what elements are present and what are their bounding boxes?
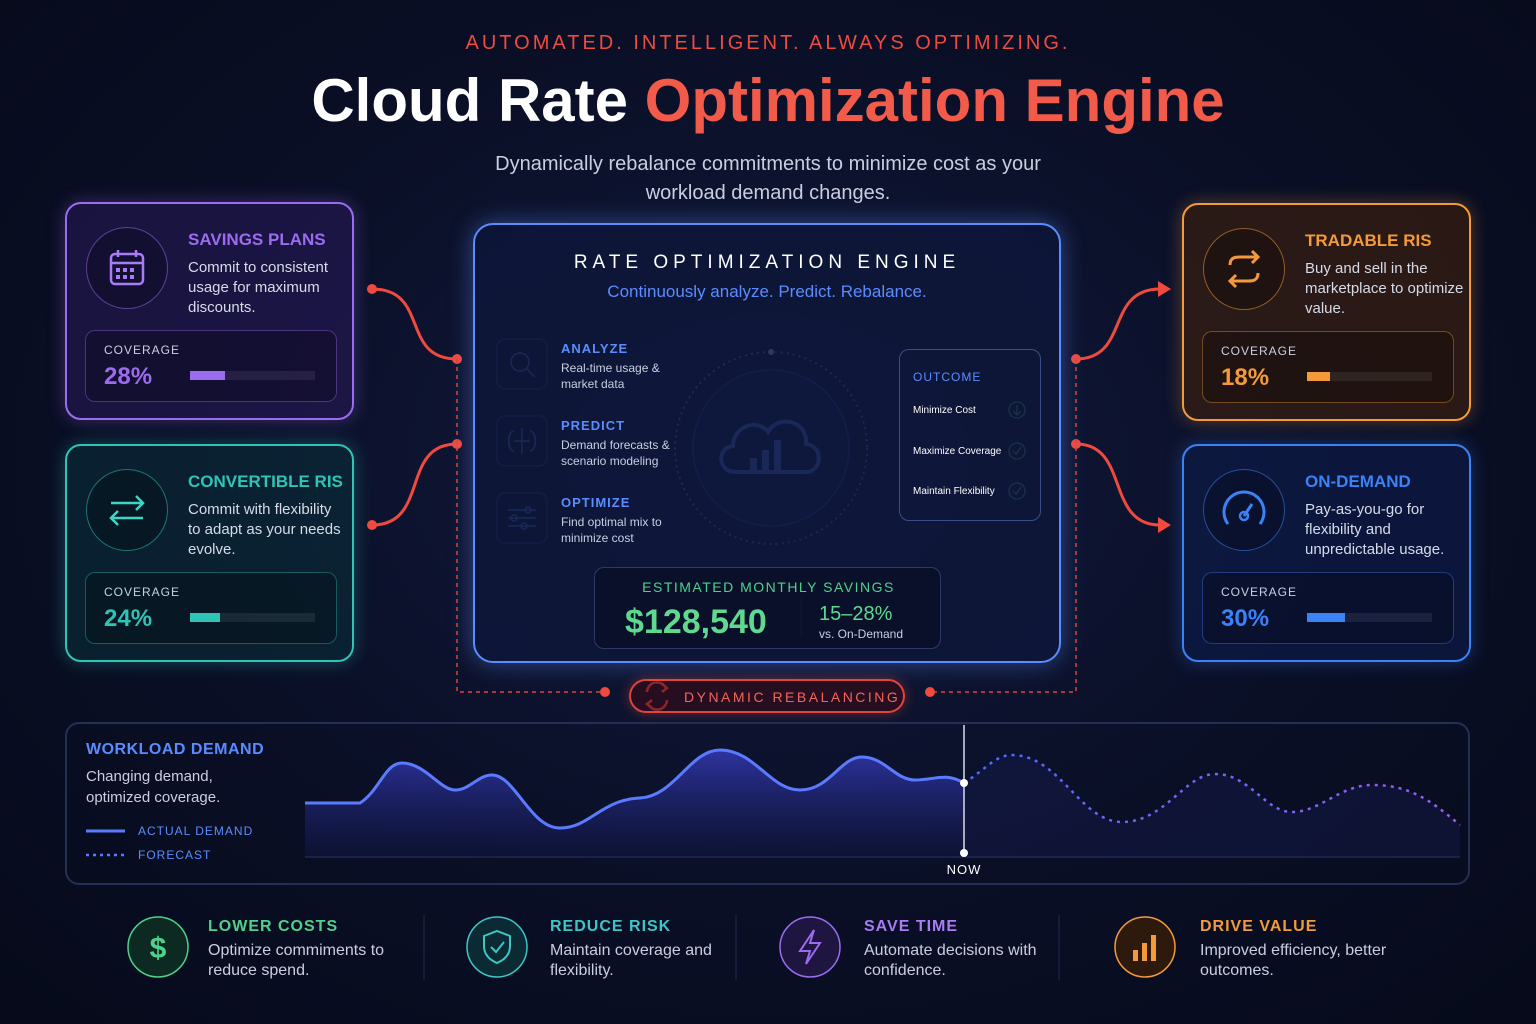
savings-panel: ESTIMATED MONTHLY SAVINGS $128,540 15–28… — [594, 567, 941, 649]
coverage-card: SAVINGS PLANS Commit to consistent usage … — [65, 202, 354, 420]
engine-panel — [473, 223, 1061, 663]
coverage-value: 30% — [1221, 605, 1270, 632]
coverage-track — [190, 613, 315, 622]
rebalancing-loop — [456, 359, 1077, 693]
benefit-text: Maintain coverage and flexibility. — [550, 942, 712, 979]
connector — [1075, 287, 1161, 361]
icon-graphic — [1222, 490, 1266, 525]
forecast-area — [964, 755, 1460, 857]
connector-ends — [367, 281, 1171, 697]
coverage-box: COVERAGE 18% — [1202, 331, 1454, 403]
coverage-box: COVERAGE 28% — [85, 330, 337, 402]
outcome-panel: OUTCOME Minimize Cost Maximize Coverage … — [899, 349, 1041, 521]
icon-graphic — [1227, 249, 1261, 289]
benefit-text: Optimize commiments to reduce spend. — [208, 942, 385, 979]
connector — [371, 442, 458, 527]
rebalancing-pill: DYNAMIC REBALANCING — [629, 679, 905, 713]
coverage-track — [190, 371, 315, 380]
savings-range-note: vs. On-Demand — [819, 627, 904, 641]
workload-text: Changing demand, optimized coverage. — [86, 768, 221, 806]
title-plain: Cloud Rate — [311, 67, 628, 134]
coverage-title: COVERAGE — [1221, 344, 1298, 358]
connector — [1075, 442, 1161, 527]
benefit-title: REDUCE RISK — [550, 918, 672, 935]
page-title: Cloud Rate Optimization Engine — [0, 66, 1536, 135]
benefit-icons: $ — [127, 915, 1176, 980]
card-title: ON-DEMAND — [1305, 472, 1411, 491]
outcome-item: Maximize Coverage — [913, 446, 1002, 457]
coverage-title: COVERAGE — [104, 585, 181, 599]
now-marker — [960, 849, 968, 857]
step-label: PREDICT — [561, 418, 626, 433]
actual-demand-line — [305, 748, 965, 830]
icon-graphic — [109, 250, 145, 286]
step-label: OPTIMIZE — [561, 495, 631, 510]
workload-panel — [65, 722, 1470, 885]
coverage-bar — [1307, 372, 1330, 381]
coverage-card: TRADABLE RIS Buy and sell in the marketpl… — [1182, 203, 1471, 421]
benefit-text: Automate decisions with confidence. — [864, 942, 1037, 979]
benefit-title: LOWER COSTS — [208, 918, 339, 935]
engine-subtitle: Continuously analyze. Predict. Rebalance… — [607, 282, 927, 301]
step-text: Real-time usage & market data — [561, 361, 660, 391]
card-text: Pay-as-you-go for flexibility and unpred… — [1305, 501, 1445, 558]
card-text: Commit to consistent usage for maximum d… — [188, 259, 329, 316]
outcome-item: Maintain Flexibility — [913, 486, 995, 497]
coverage-box: COVERAGE 30% — [1202, 572, 1454, 644]
coverage-title: COVERAGE — [104, 343, 181, 357]
step-label: ANALYZE — [561, 341, 629, 356]
card-title: TRADABLE RIS — [1305, 231, 1432, 250]
step-text: Demand forecasts & scenario modeling — [561, 438, 670, 468]
connector — [371, 287, 458, 361]
connectors — [371, 287, 1161, 527]
legend-label: FORECAST — [138, 848, 212, 862]
coverage-title: COVERAGE — [1221, 585, 1298, 599]
benefit-title: SAVE TIME — [864, 918, 959, 935]
coverage-bar — [1307, 613, 1345, 622]
rebalancing-label: DYNAMIC REBALANCING — [684, 689, 901, 705]
workload-chart — [86, 725, 1461, 858]
coverage-value: 28% — [104, 363, 153, 390]
coverage-bar — [190, 613, 220, 622]
card-icon — [86, 469, 168, 551]
now-point — [960, 779, 968, 787]
icon-graphic — [109, 495, 145, 526]
engine-title: RATE OPTIMIZATION ENGINE — [573, 252, 961, 273]
savings-range: 15–28% — [819, 603, 893, 625]
coverage-track — [1307, 372, 1432, 381]
coverage-value: 18% — [1221, 364, 1270, 391]
legend-label: ACTUAL DEMAND — [138, 824, 254, 838]
benefit-title: DRIVE VALUE — [1200, 918, 1318, 935]
card-title: SAVINGS PLANS — [188, 230, 326, 249]
step-text: Find optimal mix to minimize cost — [561, 515, 662, 545]
coverage-box: COVERAGE 24% — [85, 572, 337, 644]
coverage-card: ON-DEMAND Pay-as-you-go for flexibility a… — [1182, 444, 1471, 662]
now-label: NOW — [946, 862, 982, 877]
card-text: Commit with flexibility to adapt as your… — [188, 501, 341, 558]
card-icon — [1203, 469, 1285, 551]
coverage-value: 24% — [104, 605, 153, 632]
tagline: AUTOMATED. INTELLIGENT. ALWAYS OPTIMIZIN… — [465, 32, 1071, 54]
savings-amount: $128,540 — [625, 603, 767, 641]
outcome-title: OUTCOME — [913, 370, 982, 384]
page-subtitle: Dynamically rebalance commitments to min… — [495, 153, 1041, 204]
card-icon — [1203, 228, 1285, 310]
coverage-track — [1307, 613, 1432, 622]
savings-title: ESTIMATED MONTHLY SAVINGS — [642, 579, 895, 595]
svg-text:$: $ — [150, 932, 167, 965]
benefit-text: Improved efficiency, better outcomes. — [1200, 942, 1387, 979]
coverage-bar — [190, 371, 225, 380]
card-icon — [86, 227, 168, 309]
card-title: CONVERTIBLE RIS — [188, 472, 343, 491]
coverage-card: CONVERTIBLE RIS Commit with flexibility t… — [65, 444, 354, 662]
card-text: Buy and sell in the marketplace to optim… — [1305, 260, 1464, 317]
workload-title: WORKLOAD DEMAND — [86, 741, 265, 758]
outcome-item: Minimize Cost — [913, 405, 976, 416]
title-accent: Optimization Engine — [644, 67, 1225, 134]
demand-area — [305, 750, 964, 857]
